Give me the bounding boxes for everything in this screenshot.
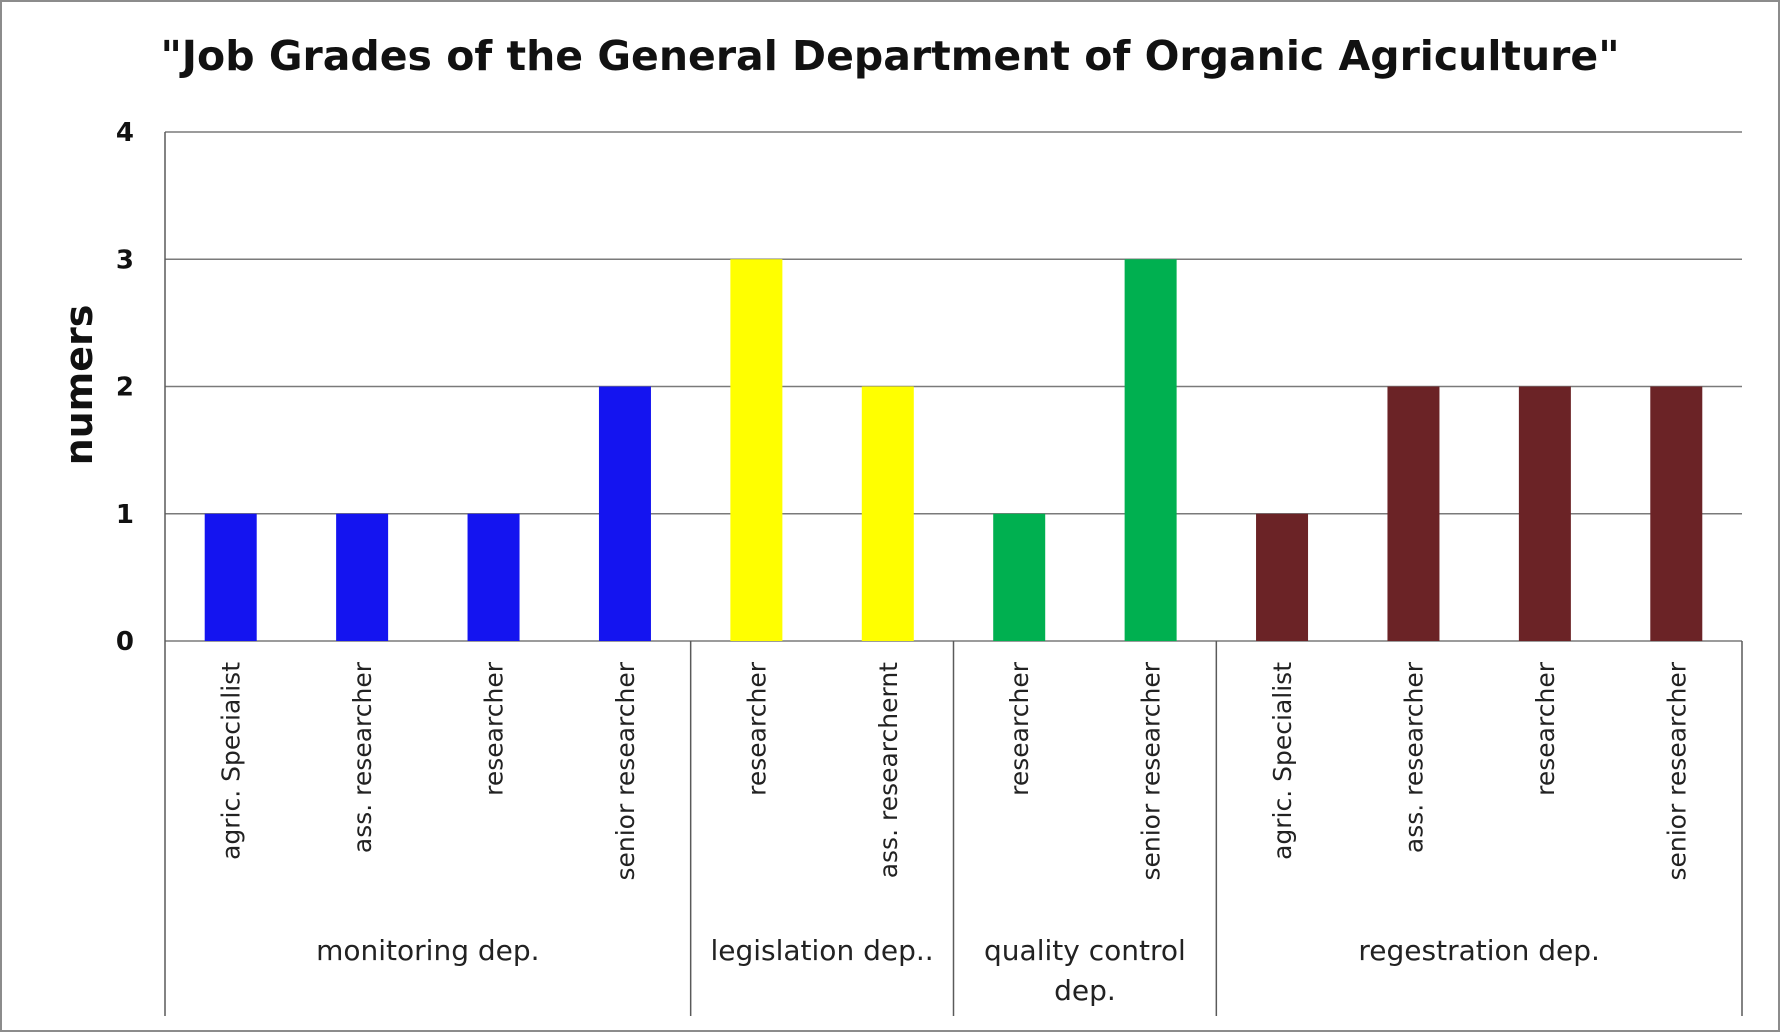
bars bbox=[204, 259, 1703, 641]
y-tick-label: 1 bbox=[116, 500, 134, 530]
bar bbox=[993, 513, 1046, 641]
bar bbox=[598, 386, 651, 641]
x-tick-label: agric. Specialist bbox=[1268, 662, 1297, 860]
y-tick-label: 2 bbox=[116, 373, 134, 403]
bar bbox=[1650, 386, 1703, 641]
x-tick-label: senior researcher bbox=[1137, 661, 1166, 880]
gridlines bbox=[164, 131, 1743, 1016]
x-tick-label: ass. researcher bbox=[1399, 661, 1428, 853]
x-tick-label: ass. researcher bbox=[348, 661, 377, 853]
x-tick-label: researcher bbox=[742, 661, 771, 796]
bar bbox=[1518, 386, 1571, 641]
y-tick-labels: 0 1 2 3 4 bbox=[116, 118, 134, 657]
bar bbox=[467, 513, 520, 641]
y-tick-label: 3 bbox=[116, 245, 134, 275]
bar bbox=[861, 386, 914, 641]
bar bbox=[1124, 259, 1177, 641]
x-tick-label: researcher bbox=[1531, 661, 1560, 796]
x-tick-label: senior researcher bbox=[1662, 661, 1691, 880]
bar bbox=[204, 513, 257, 641]
chart-title: "Job Grades of the General Department of… bbox=[160, 32, 1619, 80]
y-tick-label: 4 bbox=[116, 118, 134, 148]
bar bbox=[336, 513, 389, 641]
group-label: legislation dep.. bbox=[710, 934, 933, 967]
y-tick-label: 0 bbox=[116, 627, 134, 657]
group-label: monitoring dep. bbox=[316, 934, 539, 967]
x-tick-labels: agric. Specialist ass. researcher research… bbox=[217, 661, 1692, 880]
bar bbox=[1256, 513, 1309, 641]
x-tick-label: senior researcher bbox=[611, 661, 640, 880]
x-tick-label: agric. Specialist bbox=[217, 662, 246, 860]
group-label: regestration dep. bbox=[1358, 934, 1600, 967]
x-tick-label: researcher bbox=[1005, 661, 1034, 796]
bar bbox=[730, 259, 783, 641]
x-tick-label: ass. researchernt bbox=[874, 662, 903, 878]
bar bbox=[1387, 386, 1440, 641]
y-axis-label: numers bbox=[57, 305, 101, 466]
x-tick-label: researcher bbox=[480, 661, 509, 796]
group-label: quality control dep. bbox=[984, 934, 1186, 1007]
group-labels: monitoring dep. legislation dep.. quality … bbox=[316, 934, 1600, 1007]
